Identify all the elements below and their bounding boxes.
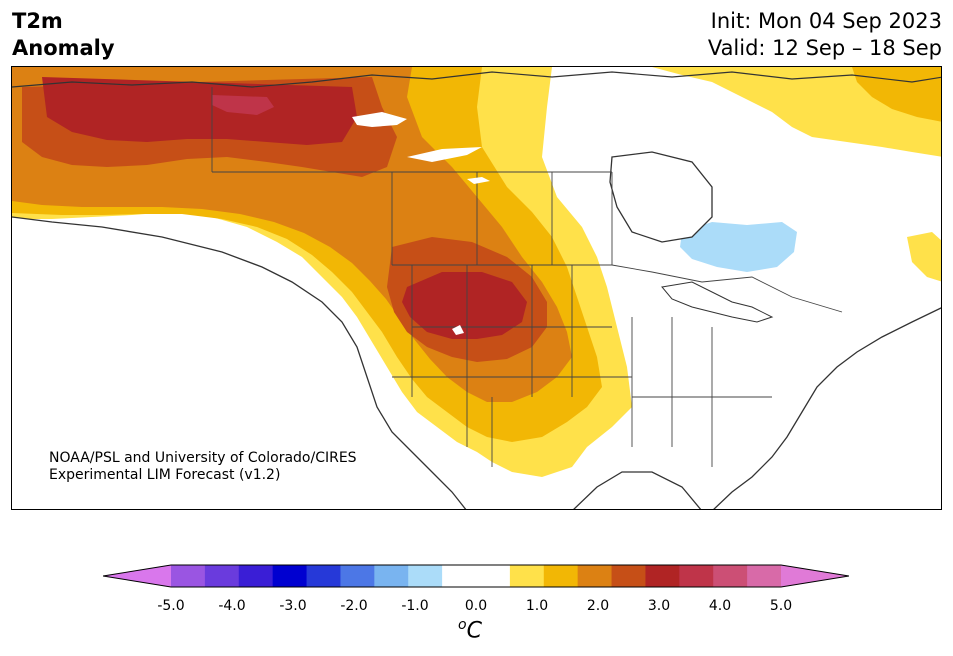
ocean-pacific: [12, 217, 466, 509]
unit-label: oC: [458, 617, 482, 643]
colorbar-segment: [408, 565, 443, 587]
colorbar-segment: [238, 565, 274, 587]
colorbar-tick-label: -4.0: [218, 598, 246, 614]
forecast-dates: Init: Mon 04 Sep 2023 Valid: 12 Sep – 18…: [708, 8, 942, 62]
anomaly-zone-red-alaska: [42, 77, 357, 145]
colorbar-segment: [442, 565, 477, 587]
great-lakes: [661, 281, 774, 323]
coastline-hudson-bay: [609, 151, 713, 243]
colorbar-tick-label: 3.0: [647, 598, 671, 614]
colorbar-tick-label: 4.0: [708, 598, 732, 614]
title-line-1: T2m: [12, 9, 63, 33]
anomaly-zone-yellow-labrador: [907, 232, 941, 282]
colorbar-segment: [374, 565, 409, 587]
colorbar: [103, 564, 849, 588]
colorbar-tick-label: 5.0: [769, 598, 793, 614]
colorbar-segment: [611, 565, 646, 587]
anomaly-zone-crimson: [212, 95, 274, 115]
credit-text: NOAA/PSL and University of Colorado/CIRE…: [49, 450, 357, 484]
colorbar-tick-label: -2.0: [340, 598, 368, 614]
colorbar-segment: [679, 565, 714, 587]
colorbar-segment: [509, 565, 545, 587]
colorbar-tick-label: -5.0: [157, 598, 185, 614]
colorbar-tick-label: -3.0: [279, 598, 307, 614]
colorbar-segment: [204, 565, 240, 587]
anomaly-map: [11, 66, 942, 510]
coastline-arctic: [12, 71, 941, 88]
colorbar-segment: [645, 565, 680, 587]
colorbar-tick-label: 1.0: [525, 598, 549, 614]
credit-line-2: Experimental LIM Forecast (v1.2): [49, 467, 281, 483]
colorbar-segment: [577, 565, 613, 587]
colorbar-segment: [272, 565, 308, 587]
ocean-gulf: [574, 472, 701, 509]
coastline-west: [12, 216, 467, 509]
colorbar-tick-label: 0.0: [464, 598, 488, 614]
credit-line-1: NOAA/PSL and University of Colorado/CIRE…: [49, 450, 357, 466]
colorbar-segment: [306, 565, 341, 587]
colorbar-tick-label: -1.0: [401, 598, 429, 614]
title-line-2: Anomaly: [12, 36, 115, 60]
political-borders: [211, 87, 843, 467]
lake-canada-1: [352, 112, 407, 127]
map-title: T2m Anomaly: [12, 8, 115, 62]
great-salt-lake: [452, 325, 464, 335]
anomaly-zone-cool-lightblue: [680, 222, 797, 272]
colorbar-segment: [543, 565, 579, 587]
init-date: Init: Mon 04 Sep 2023: [710, 9, 942, 33]
valid-date: Valid: 12 Sep – 18 Sep: [707, 36, 942, 60]
coastline-east: [713, 307, 941, 509]
lake-canada-2: [407, 147, 482, 162]
map-canvas: [12, 67, 941, 509]
colorbar-segment: [340, 565, 375, 587]
colorbar-outline: [103, 564, 849, 588]
colorbar-segment: [476, 565, 511, 587]
coastline-gulf: [573, 471, 702, 509]
colorbar-segment: [747, 565, 782, 587]
colorbar-tick-label: 2.0: [586, 598, 610, 614]
anomaly-zone-red-rockies: [402, 272, 527, 339]
unit-base: C: [466, 618, 482, 644]
unit-degree: o: [458, 617, 467, 633]
colorbar-arrow-left: [103, 565, 171, 587]
colorbar-segment: [171, 565, 206, 587]
lake-canada-3: [467, 177, 490, 184]
hudson-bay: [610, 152, 712, 242]
colorbar-segment: [713, 565, 748, 587]
colorbar-arrow-right: [781, 565, 849, 587]
